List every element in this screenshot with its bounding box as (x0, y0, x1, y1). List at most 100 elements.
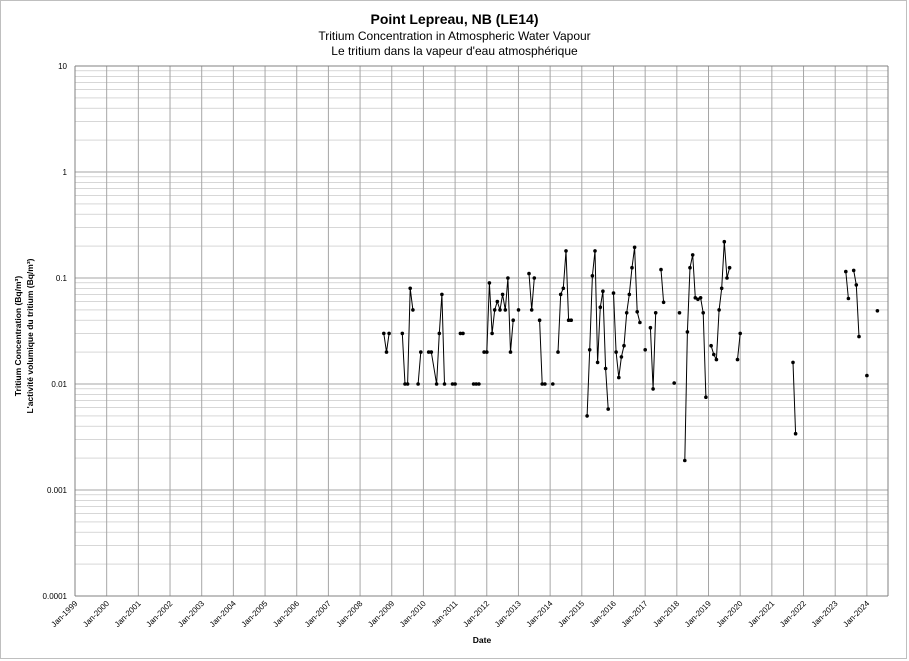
data-point (614, 350, 618, 354)
data-point (601, 289, 605, 294)
x-tick-label: Jan-2015 (556, 599, 586, 629)
data-point (693, 296, 698, 300)
x-tick-label: Jan-2012 (461, 599, 491, 629)
data-point (865, 373, 869, 378)
axes (74, 65, 889, 597)
data-point (653, 311, 658, 315)
data-point (791, 360, 795, 365)
series-line (484, 277, 514, 353)
x-tick-label: Jan-2010 (398, 599, 428, 629)
x-tick-label: Jan-2023 (810, 599, 840, 629)
x-tick-label: Jan-2020 (715, 599, 745, 629)
x-tick-labels: Jan-1999 Jan-2000 Jan-2001 Jan-2002 Jan-2003… (49, 599, 871, 629)
data-point (490, 331, 494, 336)
x-axis-label: Date (473, 635, 492, 645)
x-tick-label: Jan-2003 (176, 599, 206, 629)
data-point (651, 387, 655, 391)
data-series (382, 239, 880, 463)
x-tick-label: Jan-2017 (620, 599, 650, 629)
data-point (419, 350, 423, 354)
data-point (529, 308, 534, 312)
y-tick-label: 0.01 (51, 380, 67, 389)
data-point (627, 292, 632, 297)
y-axis-label-english: Tritium Concentration (Bq/m³) (13, 276, 23, 397)
data-point (593, 249, 597, 253)
data-point (453, 382, 457, 386)
x-tick-label: Jan-2011 (430, 599, 460, 629)
data-point (426, 350, 431, 354)
y-tick-label: 1 (63, 168, 68, 177)
data-point (587, 348, 592, 352)
data-point (405, 382, 410, 386)
x-tick-label: Jan-2009 (366, 599, 396, 629)
data-point (440, 292, 444, 297)
data-point (511, 318, 515, 323)
data-point (624, 311, 629, 315)
data-point (619, 355, 624, 359)
y-axis-label: Tritium Concentration (Bq/m³) L'activité… (13, 258, 35, 413)
data-point (851, 268, 856, 273)
data-point (622, 343, 626, 348)
data-point (846, 296, 851, 301)
data-point (566, 318, 571, 323)
x-tick-label: Jan-2006 (271, 599, 301, 629)
data-point (450, 382, 455, 386)
data-point (477, 382, 481, 386)
data-point (857, 334, 861, 339)
data-point (704, 395, 708, 400)
data-point (717, 308, 721, 312)
data-point (506, 276, 510, 280)
x-tick-label: Jan-2018 (651, 599, 681, 629)
data-point (403, 382, 407, 386)
series-line (737, 333, 741, 360)
data-point (382, 331, 386, 336)
data-point (590, 274, 595, 278)
data-point (696, 297, 700, 302)
x-tick-label: Jan-2019 (683, 599, 713, 629)
x-tick-label: Jan-1999 (49, 599, 79, 629)
data-point (508, 350, 513, 354)
data-point (659, 267, 663, 272)
data-point (482, 350, 486, 354)
data-point (537, 318, 542, 323)
data-point (471, 382, 476, 386)
series-line (710, 241, 731, 362)
data-point (527, 271, 531, 276)
x-tick-label: Jan-2007 (303, 599, 333, 629)
y-tick-label: 0.1 (56, 274, 68, 283)
y-axis-label-french: L'activité volumique du tritium (Bq/m³) (25, 258, 35, 413)
data-point (458, 331, 463, 336)
series-line (383, 333, 390, 353)
series-line (649, 312, 657, 389)
data-point (442, 382, 447, 386)
data-point (485, 350, 489, 354)
y-tick-label: 10 (58, 62, 67, 71)
data-point (429, 350, 434, 354)
x-tick-label: Jan-2008 (335, 599, 365, 629)
y-tick-label: 0.001 (47, 486, 68, 495)
x-tick-label: Jan-2002 (144, 599, 174, 629)
data-point (416, 382, 420, 386)
data-point (461, 331, 465, 336)
x-tick-label: Jan-2024 (841, 599, 871, 629)
x-tick-label: Jan-2022 (778, 599, 808, 629)
data-point (617, 375, 621, 380)
grid-lines (74, 65, 888, 597)
chart-subtitle-french: Le tritium dans la vapeur d'eau atmosphé… (331, 44, 578, 58)
data-point (688, 265, 692, 270)
series-line (853, 270, 860, 337)
data-point (498, 308, 502, 312)
data-point (793, 431, 798, 436)
data-point (632, 245, 637, 250)
data-point (709, 343, 713, 348)
data-point (598, 305, 603, 310)
data-point (408, 286, 413, 291)
data-point (558, 292, 563, 297)
data-point (561, 286, 566, 291)
chart-subtitle-english: Tritium Concentration in Atmospheric Wat… (318, 29, 591, 43)
data-point (611, 291, 616, 295)
data-point (701, 311, 705, 315)
data-point (683, 458, 687, 463)
data-point (384, 350, 389, 354)
data-point (685, 330, 690, 334)
